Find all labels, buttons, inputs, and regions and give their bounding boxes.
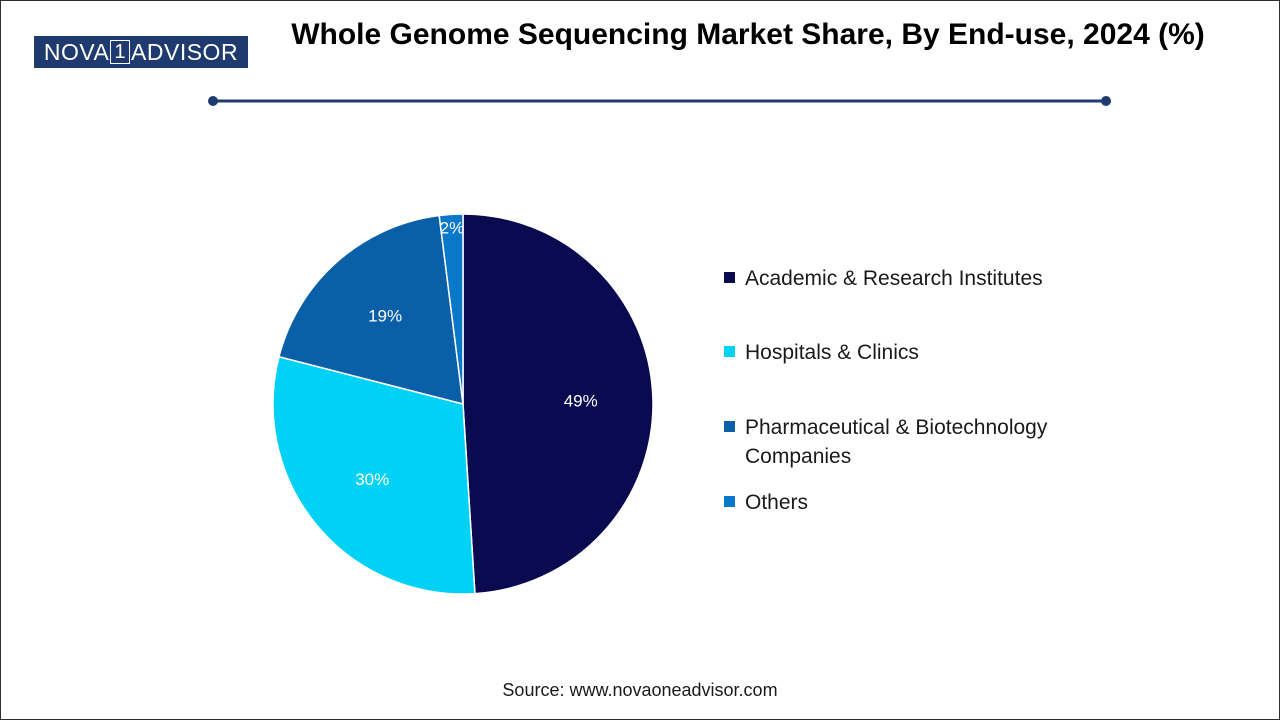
legend-item: Pharmaceutical & Biotechnology Companies: [724, 413, 1144, 471]
legend-item: Academic & Research Institutes: [724, 264, 1144, 293]
pie-data-label: 2%: [440, 219, 465, 238]
logo-prefix: NOVA: [43, 38, 110, 65]
source-note: Source: www.novaoneadvisor.com: [502, 680, 778, 700]
legend-label: Academic & Research Institutes: [745, 267, 1043, 290]
legend-swatch: [724, 496, 735, 507]
pie-slice: [438, 213, 464, 405]
brand-logo: NOVA 1 ADVISOR: [34, 36, 248, 68]
legend-swatch: [724, 272, 735, 283]
title-underline: [208, 96, 1111, 106]
legend-swatch: [724, 421, 735, 432]
legend-item: Others: [724, 488, 1144, 517]
chart-title: Whole Genome Sequencing Market Share, By…: [291, 18, 1205, 51]
pie-slice: [278, 214, 464, 406]
legend-label: Pharmaceutical & Biotechnology Companies: [745, 416, 1048, 468]
legend-item: Hospitals & Clinics: [724, 338, 1144, 367]
pie-data-label: 49%: [564, 391, 598, 410]
pie-data-label: 30%: [355, 470, 389, 489]
logo-suffix: ADVISOR: [131, 38, 239, 65]
pie-data-label: 19%: [368, 307, 402, 326]
legend-label: Hospitals & Clinics: [745, 341, 919, 364]
pie-slice: [462, 213, 654, 595]
logo-box: 1: [110, 40, 131, 64]
legend-label: Others: [745, 491, 809, 514]
legend-swatch: [724, 346, 735, 357]
pie-slice: [272, 355, 476, 595]
